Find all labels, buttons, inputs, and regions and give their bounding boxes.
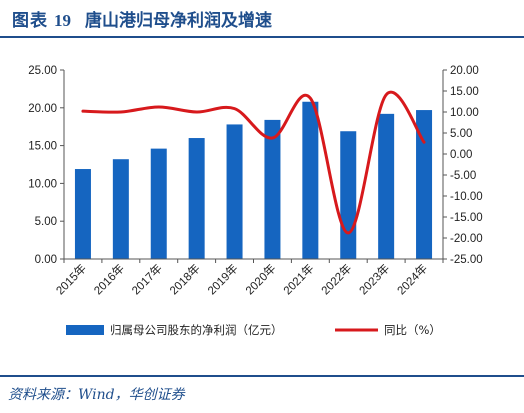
bar-7	[340, 131, 357, 259]
legend: 归属母公司股东的净利润（亿元） 同比（%）	[66, 323, 441, 337]
bar-2	[150, 148, 167, 259]
y-left-tick-label: 0.00	[35, 254, 57, 266]
x-tick-label: 2018年	[167, 261, 203, 297]
bar-series	[74, 101, 433, 260]
source-note: 资料来源：Wind，华创证券	[8, 387, 185, 403]
legend-bar-label: 归属母公司股东的净利润（亿元）	[110, 323, 283, 337]
figure-number: 19	[54, 11, 71, 30]
y-right-tick-label: -25.00	[450, 254, 483, 266]
x-tick-label: 2024年	[394, 261, 430, 297]
y-right-tick-label: 20.00	[450, 65, 479, 77]
x-tick-label: 2023年	[356, 261, 392, 297]
x-tick-label: 2021年	[280, 261, 316, 297]
y-left-tick-label: 15.00	[28, 141, 57, 153]
y-right-tick-label: 15.00	[450, 86, 479, 98]
axes: 0.00 5.00 10.00 15.00 20.00 25.00 -25.00 -20.00…	[28, 65, 482, 297]
y-right-tick-label: -15.00	[450, 212, 483, 224]
x-tick-label: 2015年	[53, 261, 89, 297]
bar-3	[188, 138, 205, 259]
legend-line-label: 同比（%）	[384, 323, 441, 337]
source-rule	[0, 375, 524, 377]
y-left-tick-label: 10.00	[28, 178, 57, 190]
y-right-tick-label: -20.00	[450, 233, 483, 245]
bar-1	[112, 159, 129, 259]
y-right-tick-label: 10.00	[450, 107, 479, 119]
yoy-growth-line	[81, 90, 426, 235]
bar-5	[264, 119, 281, 260]
y-left-tick-label: 20.00	[28, 103, 57, 115]
figure-title: 图表 19 唐山港归母净利润及增速	[12, 6, 272, 34]
title-rule	[0, 36, 524, 38]
bar-6	[302, 101, 319, 259]
y-left-tick-label: 5.00	[35, 216, 57, 228]
bar-9	[416, 110, 433, 260]
line-series	[81, 90, 426, 235]
x-tick-label: 2017年	[129, 261, 165, 297]
x-tick-label: 2019年	[205, 261, 241, 297]
x-tick-label: 2020年	[242, 261, 278, 297]
y-right-tick-label: 0.00	[450, 149, 472, 161]
figure-title-text: 唐山港归母净利润及增速	[85, 11, 272, 31]
legend-bar-swatch	[66, 325, 104, 335]
bar-0	[74, 169, 91, 259]
y-right-tick-label: 5.00	[450, 128, 472, 140]
y-right-tick-label: -5.00	[450, 170, 476, 182]
bar-4	[226, 124, 243, 259]
y-right-tick-label: -10.00	[450, 191, 483, 203]
x-tick-label: 2022年	[318, 261, 354, 297]
bar-8	[378, 113, 395, 260]
figure-label: 图表	[12, 11, 48, 31]
y-left-tick-label: 25.00	[28, 65, 57, 77]
x-tick-label: 2016年	[91, 261, 127, 297]
